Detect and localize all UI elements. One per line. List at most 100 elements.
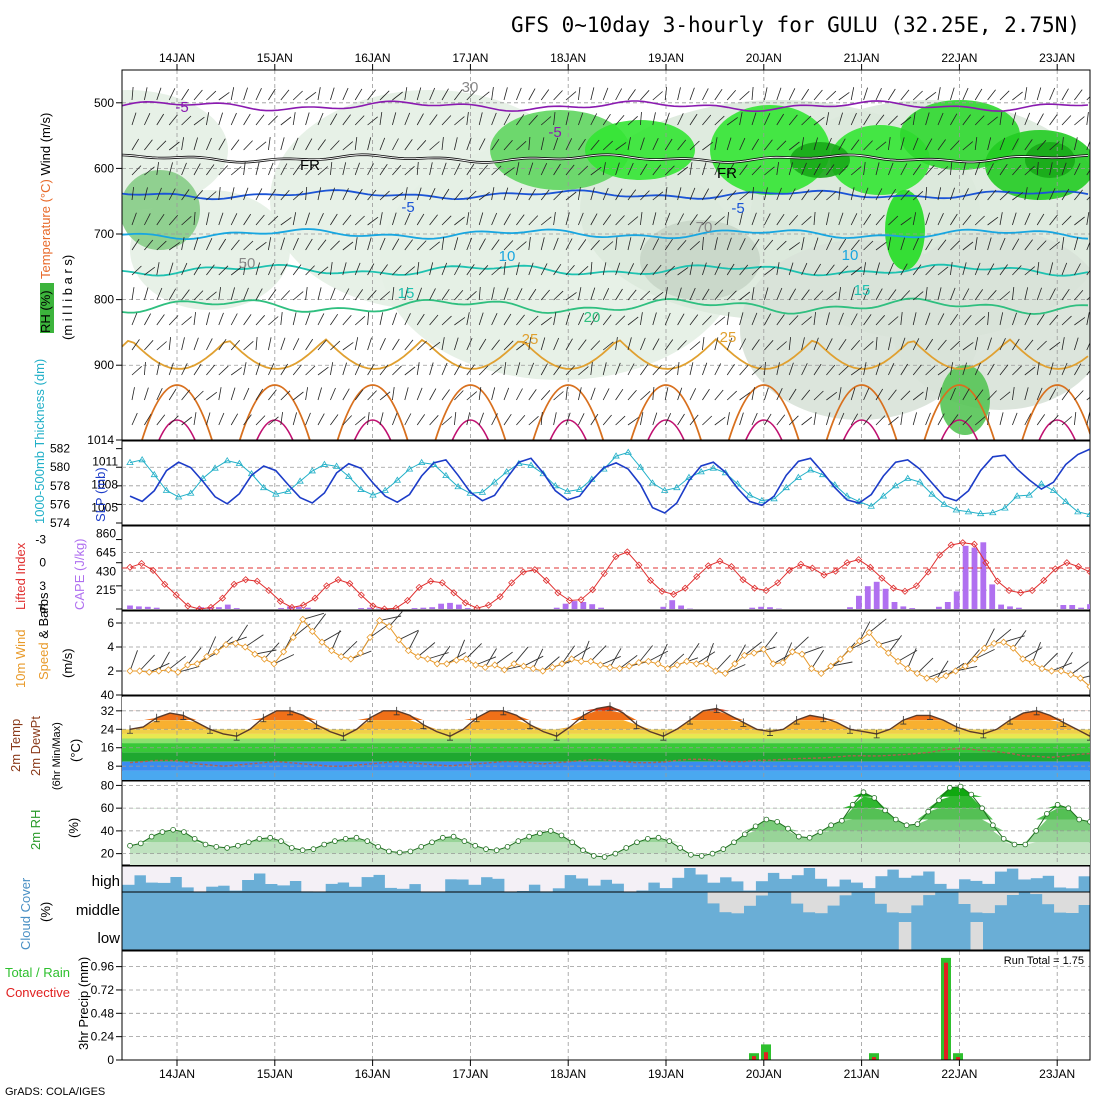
wind-barb [900,312,903,326]
rh-marker [1011,841,1018,848]
wind-barb [578,287,582,301]
surface-barb [657,643,668,664]
high-cloud-cell [683,866,697,868]
wind-marker [740,651,748,659]
wind-barb [739,238,746,251]
wind-barb [218,138,226,151]
y-tick-label: 2 [107,664,114,678]
wind-barb [404,239,413,251]
thickness-marker [940,500,948,507]
middle-cloud-cell [874,892,888,904]
wind-marker [203,653,211,661]
high-cloud-cell [600,866,613,880]
wind-barb [987,363,995,376]
lifted-marker [693,573,701,581]
wind-barb [330,387,336,401]
y-tick-label: 576 [50,497,70,511]
wind-barb [540,116,552,126]
wind-barb [652,291,664,301]
high-cloud-cell [134,866,147,876]
wind-marker [548,663,556,671]
wind-barb [751,339,760,351]
wind-barb [218,387,222,401]
wind-barb [540,216,552,226]
thickness-marker [235,459,244,466]
thickness-marker [575,485,584,492]
wind-barb [280,137,285,151]
wind-barb [689,341,701,351]
wind-barb [937,366,949,376]
cape-bar [936,606,942,609]
precip-panel: 0.960.720.480.240 Run Total = 1.75 3hr P… [5,950,1091,1067]
thickness-marker [369,491,377,498]
wind-barb [1049,262,1054,276]
surface-barb [609,648,622,668]
wind-barb [1024,212,1031,226]
wind-barb [714,416,726,426]
wind-barb [900,290,910,301]
thickness-marker [1086,510,1090,518]
wind-barb [788,188,796,201]
middle-cloud-cell [910,892,924,906]
minmax-bar [660,732,667,741]
wind-barb [714,237,718,251]
wind-barb [726,390,737,401]
wind-barb [1024,413,1032,426]
wind-barb [528,162,534,176]
wind-marker [299,615,307,623]
lifted-marker [276,597,284,605]
high-cloud-cell [695,866,709,875]
wind-barb [850,213,858,226]
rh-marker [914,821,921,827]
wind-barb [664,287,668,301]
thickness-marker [624,448,632,455]
wind-barb [280,312,283,326]
rh-marker [677,845,683,851]
wind-barb [429,314,439,326]
wind-barb [416,161,419,176]
wind-barb [441,215,452,226]
surface-barb [667,653,685,669]
rh-marker [709,850,716,857]
wind-barb [379,190,390,201]
wind-barb [416,287,422,301]
wind-marker [980,644,988,652]
cape-bar [669,600,676,609]
wind-barb [640,190,650,201]
high-cloud-cell [707,866,721,883]
thickness-marker [332,462,341,469]
wind-barb [330,87,335,101]
high-cloud-cell [994,866,1007,872]
wind-barb [813,290,824,301]
surface-barb [388,611,404,627]
wind-barb [801,162,807,176]
wind-barb [429,341,441,351]
surface-barb [648,650,669,662]
wind-barb [503,340,514,351]
surface-barb [983,628,995,649]
high-cloud-cell [229,866,243,891]
wind-barb [1074,163,1081,176]
wind-barb [1061,88,1069,101]
high-cloud-cell [1018,866,1031,880]
wind-marker [654,660,662,668]
wind-barb [962,114,971,126]
wind-barb [565,412,571,426]
wind-barb [776,362,780,376]
wind-barb [441,389,450,401]
wind-barb [441,237,445,251]
wind-barb [615,288,623,301]
rh-band [130,808,1090,820]
wind-barb [243,87,248,101]
wind-barb [392,338,400,351]
wind-barb [553,190,564,201]
wind-marker [347,655,355,663]
wind-barb [937,187,942,201]
wind-barb [850,313,858,326]
high-cloud-cell [337,866,350,883]
wind-barb [156,87,162,101]
wind-barb [503,413,512,426]
wind-barb [850,413,859,426]
wind-barb [156,162,159,176]
